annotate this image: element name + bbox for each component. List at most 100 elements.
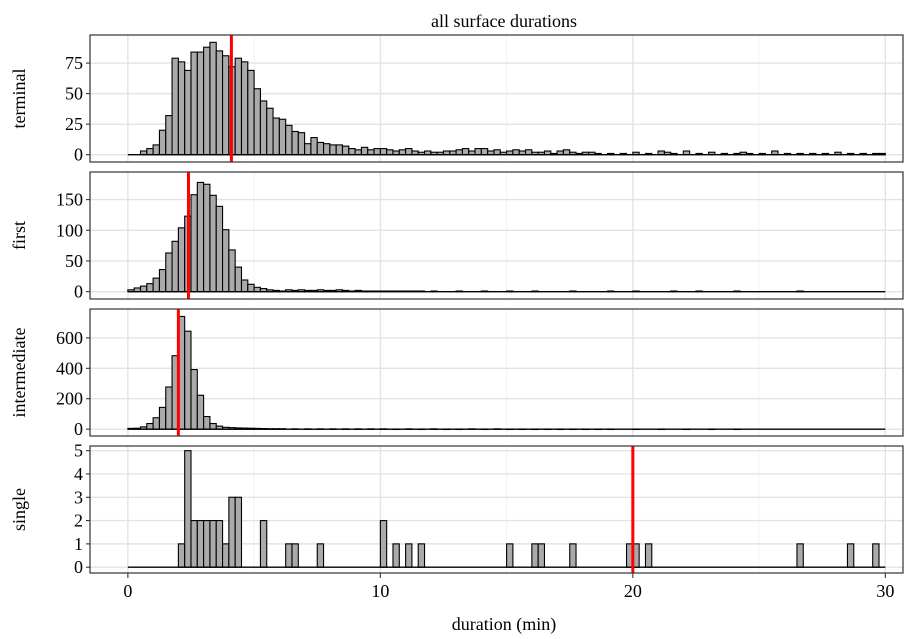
histogram-bar <box>405 543 413 568</box>
histogram-bar <box>139 285 148 293</box>
histogram-bar <box>297 132 306 156</box>
histogram-bar <box>158 406 167 430</box>
histogram-bar <box>316 141 325 156</box>
histogram-bar <box>203 183 211 293</box>
panel-border <box>89 445 904 574</box>
histogram-bar <box>177 227 186 293</box>
histogram-bar <box>196 394 205 430</box>
histogram-bar <box>222 55 230 156</box>
facet-label-intermediate: intermediate <box>9 328 29 418</box>
histogram-bar <box>796 543 804 568</box>
y-tick-label: 25 <box>65 114 83 134</box>
histogram-bar <box>240 279 249 293</box>
y-tick-label: 0 <box>74 557 83 577</box>
x-tick-label: 30 <box>876 581 894 601</box>
histogram-bar <box>184 69 192 156</box>
histogram-bar <box>524 149 533 156</box>
histogram-bar <box>272 117 280 156</box>
histogram-bar <box>455 149 463 156</box>
histogram-bar <box>209 422 217 430</box>
histogram-bar <box>506 543 514 568</box>
histogram-bar <box>234 496 243 568</box>
histogram-bar <box>158 129 167 156</box>
histogram-bar <box>190 51 198 156</box>
histogram-bar <box>392 543 400 568</box>
histogram-bar <box>474 148 482 156</box>
histogram-bar <box>354 149 362 156</box>
panel-terminal: 0 25 50 75 terminal <box>9 34 904 165</box>
y-tick-label: 0 <box>74 282 83 302</box>
histogram-bar <box>152 417 160 430</box>
x-tick-label: 20 <box>624 581 642 601</box>
histogram-bar <box>644 543 653 568</box>
y-tick-label: 150 <box>56 190 83 210</box>
histogram-bar <box>165 115 173 156</box>
histogram-bar <box>304 143 312 156</box>
y-tick-label: 400 <box>56 358 83 378</box>
x-tick-label: 0 <box>123 581 132 601</box>
x-tick-label: 10 <box>371 581 389 601</box>
histogram-bar <box>329 144 337 156</box>
histogram-bar <box>184 450 192 568</box>
histogram-bar <box>417 543 426 568</box>
histogram-bar <box>367 149 375 156</box>
histogram-bar <box>310 137 318 156</box>
histogram-bar <box>386 149 394 156</box>
histogram-bar <box>240 61 249 156</box>
histogram-bar <box>259 100 268 156</box>
histogram-bar <box>165 386 173 430</box>
histogram-bar <box>171 57 179 156</box>
histogram-bar <box>196 181 205 293</box>
histogram-bar <box>278 118 287 156</box>
y-tick-label: 4 <box>74 464 83 484</box>
histogram-bar <box>480 148 489 156</box>
histogram-bar <box>322 143 331 156</box>
histogram-bar <box>146 283 154 293</box>
histogram-bar <box>158 269 167 293</box>
histogram-bar <box>285 124 293 156</box>
histogram-bar <box>165 252 173 293</box>
chart-title: all surface durations <box>431 11 577 31</box>
histogram-bar <box>203 520 211 568</box>
histogram-bar <box>341 145 350 156</box>
histogram-bar <box>398 149 407 156</box>
facet-label-single: single <box>9 488 29 531</box>
histogram-bar <box>846 543 855 568</box>
histogram-bar <box>209 41 217 156</box>
histogram-bar <box>461 148 470 156</box>
histogram-bar <box>379 520 388 568</box>
panel-first: 0 50 100 150 first <box>9 171 904 302</box>
y-tick-label: 100 <box>56 220 83 240</box>
y-tick-label: 600 <box>56 328 83 348</box>
histogram-bar <box>373 148 381 156</box>
histogram-bar <box>360 146 369 156</box>
histogram-bar <box>209 520 217 568</box>
histogram-bar <box>562 149 571 156</box>
histogram-bar <box>569 543 577 568</box>
histogram-bar <box>285 543 293 568</box>
histogram-bar <box>531 543 539 568</box>
histogram-bar <box>184 330 192 430</box>
histogram-bar <box>259 520 268 568</box>
y-tick-label: 5 <box>74 441 83 461</box>
panel-border <box>89 308 904 437</box>
histogram-bar <box>335 144 344 156</box>
facet-label-terminal: terminal <box>9 69 29 129</box>
histogram-bar <box>146 148 154 156</box>
histogram-bar <box>228 249 236 293</box>
histogram-bar <box>872 543 880 568</box>
histogram-bar <box>215 205 224 293</box>
histogram-bar <box>247 283 255 293</box>
histogram-bar <box>405 148 413 156</box>
y-tick-label: 200 <box>56 389 83 409</box>
x-axis: 0 10 20 30 <box>123 573 894 601</box>
y-tick-label: 50 <box>65 251 83 271</box>
histogram-bar <box>196 520 205 568</box>
histogram-bar <box>316 543 325 568</box>
histogram-bar <box>247 69 255 156</box>
histogram-bar <box>215 50 224 156</box>
histogram-bar <box>190 368 198 430</box>
histogram-bar <box>152 277 160 293</box>
facet-label-first: first <box>9 221 29 250</box>
